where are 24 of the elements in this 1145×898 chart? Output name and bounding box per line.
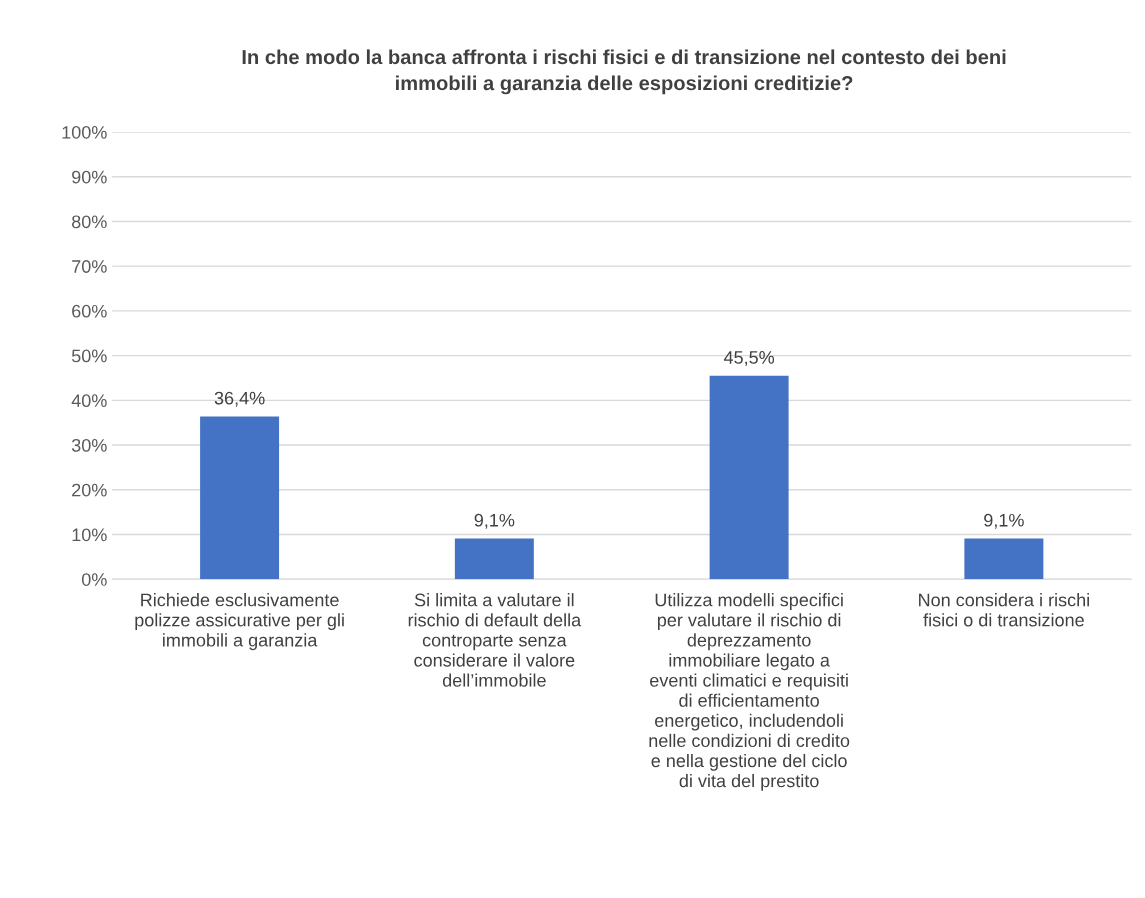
y-tick-label: 20% — [72, 483, 107, 497]
y-tick-label: 10% — [72, 528, 107, 542]
data-label: 9,1% — [474, 513, 515, 529]
y-tick-label: 50% — [71, 349, 107, 363]
y-tick-label: 30% — [71, 438, 107, 452]
bar — [454, 538, 534, 580]
y-tick-label: 40% — [71, 394, 107, 408]
y-tick-label: 90% — [72, 170, 107, 184]
y-tick-label: 60% — [72, 304, 107, 318]
bar — [964, 538, 1044, 580]
x-tick-label: Richiede esclusivamente polizze assicurative per gli immobili a garanzia — [135, 593, 344, 651]
x-tick-label: Si limita a valutare il rischio di default della controparte senza considerare il valore dell’immobile — [408, 593, 582, 687]
bar — [200, 416, 280, 580]
category-label: Utilizza modelli specifici per valutare il rischio di deprezzamento immobiliare legato a eventi climatici e requisiti di efficientamento energetico, includendoli nelle condizioni di credito e nella gestione del ciclo di vita del prestito — [649, 593, 850, 791]
chart-title: In che modo la banca affronta i rischi fisici e di transizione nel contesto dei beni immobili a garanzia delle esposizioni creditizie? — [242, 49, 1006, 95]
y-tick-label: 100% — [62, 125, 107, 139]
bar — [709, 375, 789, 580]
data-label: 36,4% — [214, 391, 265, 407]
data-label: 45,5% — [723, 351, 775, 366]
y-tick-label: 80% — [72, 215, 107, 229]
data-label: 9,1% — [984, 513, 1024, 529]
y-tick-label: 70% — [72, 260, 107, 273]
x-tick-label: Non considera i rischi fisici o di transizione — [919, 593, 1089, 627]
y-tick-label: 0% — [81, 573, 107, 586]
